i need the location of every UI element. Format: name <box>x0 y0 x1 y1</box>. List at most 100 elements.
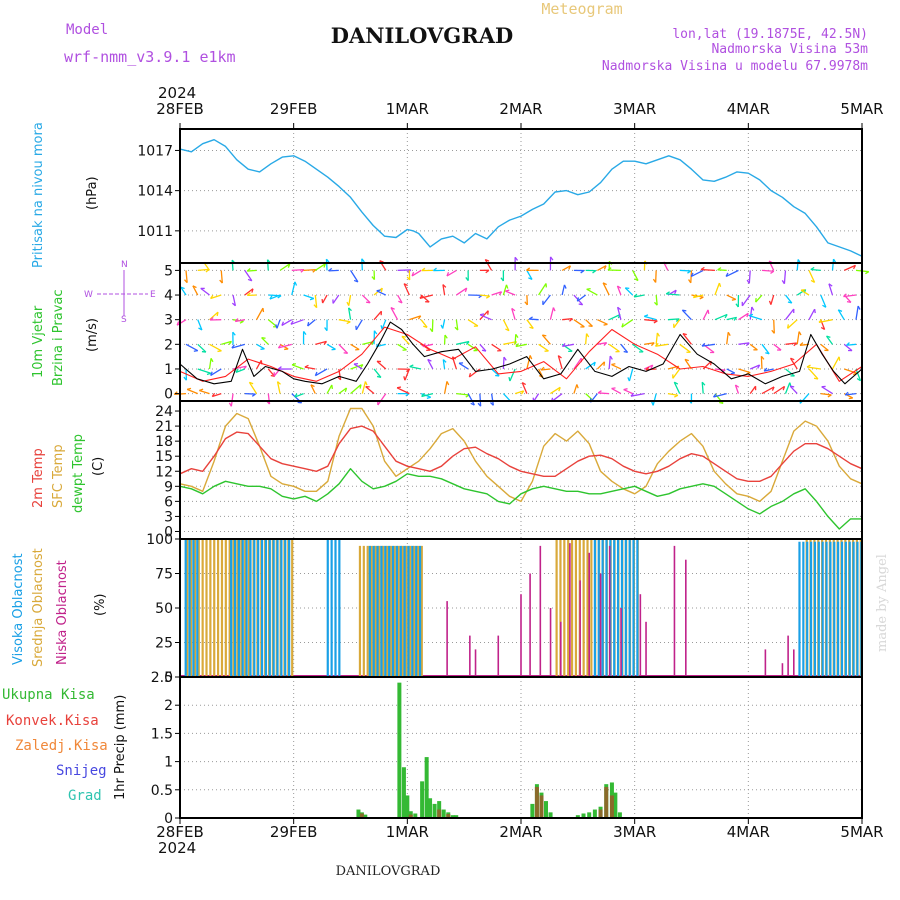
wind-barb-icon <box>701 342 706 347</box>
wind-barb-icon <box>621 323 624 328</box>
total-rain-bar <box>544 801 549 818</box>
total-rain-bar <box>408 811 413 818</box>
wind-barb-icon <box>798 331 802 336</box>
wind-barb-icon <box>808 368 819 380</box>
wind-barb-icon <box>666 293 680 296</box>
wind-barb-icon <box>304 366 316 370</box>
wind-barb-icon <box>712 393 717 398</box>
wind-barb-icon <box>508 376 511 382</box>
wind-barb-icon <box>734 384 740 394</box>
wind-barb-icon <box>550 256 554 261</box>
wind-barb-icon <box>314 371 318 376</box>
wind-barb-icon <box>748 313 754 317</box>
wind-barb-icon <box>355 319 363 331</box>
wind-barb-icon <box>586 333 590 338</box>
wind-barb-icon <box>838 356 841 361</box>
wind-barb-icon <box>701 343 716 347</box>
wind-barb-icon <box>597 265 607 271</box>
precip-panel <box>356 682 622 818</box>
wind-barb-icon <box>702 309 709 320</box>
wind-barb-icon <box>262 308 265 313</box>
wind-barb-icon <box>573 357 582 370</box>
legend-hail: Grad <box>68 788 102 804</box>
wind-barb-icon <box>707 309 710 314</box>
wind-barb-icon <box>675 318 680 322</box>
wind-barb-icon <box>260 348 265 350</box>
wind-barb-icon <box>831 356 840 370</box>
wind-barb-icon <box>576 294 587 302</box>
wind-barb-icon <box>373 310 382 321</box>
wind-barb-icon <box>502 357 505 369</box>
wind-barb-icon <box>557 355 562 359</box>
wind-barb-icon <box>644 319 658 322</box>
wind-barb-icon <box>561 265 571 271</box>
wind-barb-icon <box>464 287 468 293</box>
product-title: Meteogram <box>541 0 622 18</box>
wind-barb-icon <box>738 312 749 321</box>
wind-barb-icon <box>279 263 291 271</box>
wind-barb-icon <box>485 269 490 274</box>
convective-rain-bar <box>437 809 442 818</box>
legend-snow: Snijeg <box>56 763 107 779</box>
wind-barb-icon <box>652 393 657 406</box>
y-tick-label: 3 <box>164 313 173 329</box>
wind-barb-icon <box>672 368 681 379</box>
wind-barb-icon <box>745 342 750 347</box>
wind-barb-icon <box>813 377 819 380</box>
wind-barb-icon <box>338 387 347 395</box>
wind-barb-icon <box>748 315 763 321</box>
wind-barb-icon <box>735 303 739 308</box>
wind-barb-icon <box>176 321 180 326</box>
wind-barb-icon <box>846 342 850 346</box>
wind-barb-icon <box>541 334 551 345</box>
wind-barb-icon <box>713 392 727 398</box>
wind-ylabel-2: Brzina i Pravac <box>51 289 66 386</box>
wind-barb-icon <box>653 320 658 324</box>
wind-barb-icon <box>515 333 519 339</box>
wind-barb-icon <box>291 364 304 370</box>
cloud-unit: (%) <box>93 594 108 617</box>
axis-layer: 1011101410170123450369121518212402550751… <box>137 100 883 841</box>
footer-station: DANILOVGRAD <box>336 864 441 879</box>
wind-barb-icon <box>681 309 692 321</box>
wind-barb-icon <box>726 332 729 345</box>
wind-barb-icon <box>690 270 693 283</box>
wind-barb-icon <box>700 266 705 271</box>
legend-convective-rain: Konvek.Kisa <box>6 713 99 729</box>
y-tick-label: 2.5 <box>151 670 173 686</box>
temp-unit: (C) <box>91 457 106 476</box>
wind-barb-icon <box>287 263 291 268</box>
wind-barb-icon <box>409 364 414 368</box>
wind-barb-icon <box>361 381 367 394</box>
wind-barb-icon <box>608 355 611 370</box>
wind-barb-icon <box>746 313 749 318</box>
wind-barb-icon <box>248 381 258 394</box>
wind-barb-icon <box>692 294 697 299</box>
compass-w-label: W <box>84 290 93 300</box>
wind-barb-icon <box>526 355 531 370</box>
wind-barb-icon <box>674 394 679 398</box>
wind-barb-icon <box>542 294 551 306</box>
wind-barb-icon <box>764 368 774 372</box>
wind-barb-icon <box>602 282 607 286</box>
wind-barb-icon <box>843 293 847 298</box>
wind-barb-icon <box>454 326 459 331</box>
wind-barb-icon <box>679 269 691 272</box>
wind-barb-icon <box>220 270 223 284</box>
wind-barb-icon <box>514 256 519 261</box>
wind-barb-icon <box>403 376 406 381</box>
wind-barb-icon <box>247 278 253 282</box>
total-rain-bar <box>420 781 425 818</box>
wind-barb-icon <box>820 294 827 308</box>
wind-barb-icon <box>348 294 352 306</box>
wind-barb-icon <box>360 364 364 369</box>
wind-barb-icon <box>515 343 528 348</box>
wind-barb-icon <box>561 343 566 347</box>
wind-barb-icon <box>790 357 795 361</box>
wind-barb-icon <box>511 307 516 312</box>
wind-barb-icon <box>771 329 775 334</box>
wind-barb-icon <box>303 269 316 272</box>
wind-barb-icon <box>442 359 446 370</box>
wind-barb-icon <box>465 277 469 281</box>
